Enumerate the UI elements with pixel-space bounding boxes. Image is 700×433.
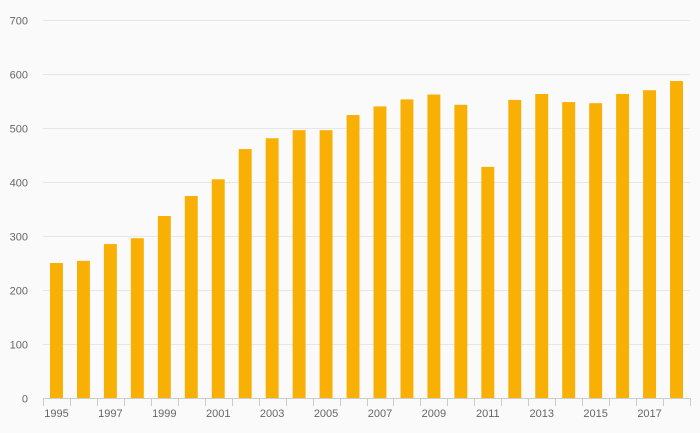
bar-1995 [50, 263, 63, 398]
bar-1997 [103, 244, 117, 398]
bar-1999 [157, 216, 171, 398]
bar-1998 [130, 238, 144, 398]
bar-2017 [643, 90, 657, 398]
y-axis-labels: 0 100 200 300 400 500 600 700 [10, 16, 28, 406]
y-tick-label: 0 [22, 394, 28, 406]
bar-1996 [76, 260, 90, 398]
x-tick-label: 2005 [314, 408, 338, 420]
x-tick-label: 2015 [583, 408, 607, 420]
x-tick-label: 2007 [368, 408, 392, 420]
bar-2011 [481, 166, 495, 398]
x-axis [43, 398, 691, 406]
bar-2002 [238, 149, 252, 398]
bar-2008 [400, 99, 414, 398]
y-tick-label: 600 [10, 70, 28, 82]
bar-2003 [265, 138, 279, 398]
x-tick-label: 1997 [98, 408, 122, 420]
y-tick-label: 200 [10, 286, 28, 298]
x-tick-label: 1999 [152, 408, 176, 420]
bar-2015 [589, 103, 603, 398]
bar-2004 [292, 130, 306, 398]
x-tick-label: 1995 [44, 408, 68, 420]
bar-2001 [211, 179, 225, 398]
y-tick-label: 700 [10, 16, 28, 28]
bars [50, 81, 683, 399]
x-tick-label: 2013 [529, 408, 553, 420]
bar-2000 [184, 196, 198, 398]
bar-2005 [319, 130, 333, 398]
x-tick-label: 2011 [476, 408, 500, 420]
grid-lines [43, 20, 690, 345]
bar-2014 [562, 102, 576, 398]
bar-2016 [616, 93, 630, 398]
x-tick-label: 2001 [206, 408, 230, 420]
y-tick-label: 300 [10, 232, 28, 244]
x-tick-label: 2009 [422, 408, 446, 420]
bar-2012 [508, 99, 522, 399]
x-axis-labels: 1995 1997 1999 2001 2003 2005 2007 2009 2011 2013… [44, 408, 662, 420]
x-tick-label: 2017 [637, 408, 661, 420]
x-tick-label: 2003 [260, 408, 284, 420]
bar-2006 [346, 115, 360, 398]
y-tick-label: 500 [10, 124, 28, 136]
y-tick-label: 400 [10, 178, 28, 190]
bar-2013 [535, 93, 549, 398]
bar-2007 [373, 106, 387, 399]
y-tick-label: 100 [10, 340, 28, 352]
bar-2010 [454, 104, 468, 398]
bar-2018 [670, 81, 683, 399]
bar-2009 [427, 94, 441, 399]
